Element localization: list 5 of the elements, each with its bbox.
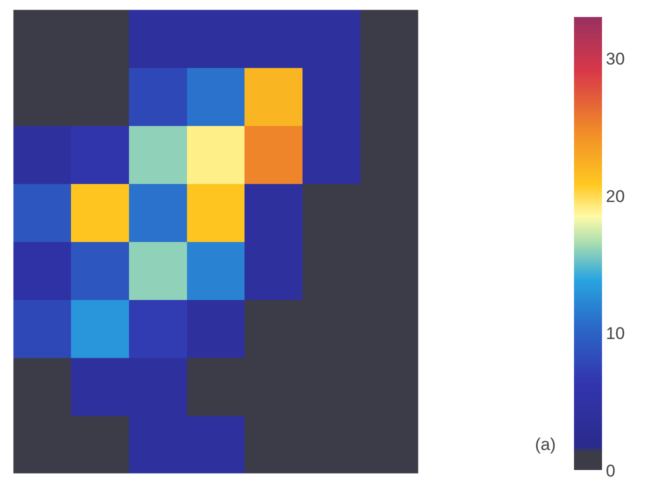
color-bar-label: 0 <box>606 461 616 480</box>
color-bar-label: 10 <box>606 324 625 344</box>
color-bar-label: 20 <box>606 186 625 206</box>
text: (a) <box>535 435 556 454</box>
color-bar-label: 30 <box>606 50 625 69</box>
